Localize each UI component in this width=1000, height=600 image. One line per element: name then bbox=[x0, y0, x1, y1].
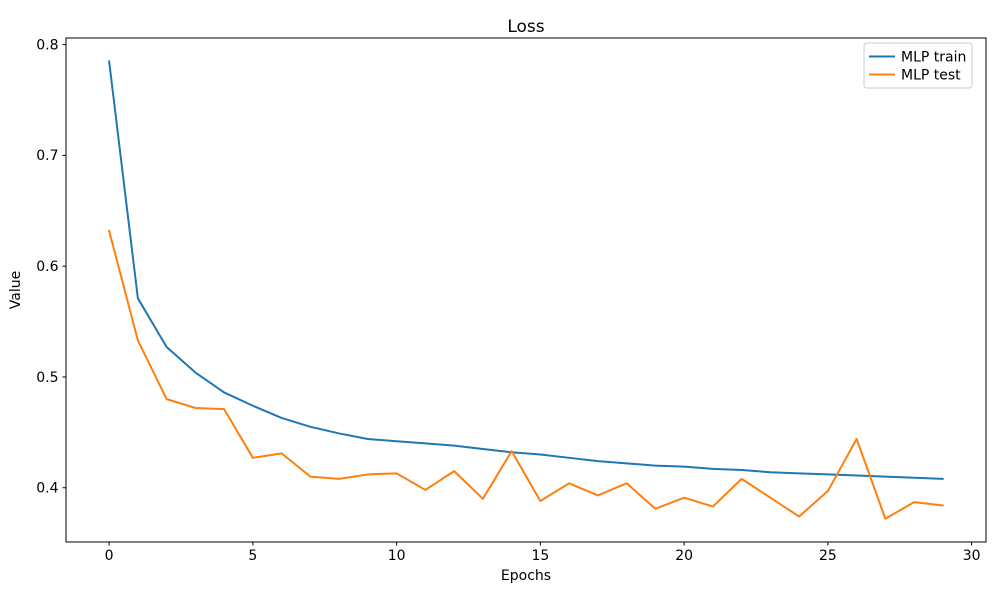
x-tick-label: 30 bbox=[963, 548, 981, 564]
x-tick-label: 5 bbox=[248, 548, 257, 564]
y-tick-label: 0.8 bbox=[36, 37, 58, 53]
chart-title: Loss bbox=[507, 17, 544, 37]
x-tick-label: 15 bbox=[531, 548, 549, 564]
y-tick-label: 0.4 bbox=[36, 481, 58, 497]
x-tick-label: 25 bbox=[819, 548, 837, 564]
x-tick-label: 10 bbox=[388, 548, 406, 564]
series-line-mlp-test bbox=[108, 229, 944, 520]
tick-layer: 0 5 10 15 20 25 30 0.4 0.5 0.6 0.7 0.8 bbox=[36, 37, 980, 564]
series-layer bbox=[108, 60, 944, 520]
legend-label: MLP test bbox=[901, 67, 961, 83]
legend-label: MLP train bbox=[901, 49, 966, 65]
plot-area bbox=[65, 37, 987, 543]
y-tick-label: 0.5 bbox=[36, 370, 58, 386]
x-tick-label: 0 bbox=[105, 548, 114, 564]
series-line-mlp-train bbox=[108, 60, 944, 480]
legend-box bbox=[863, 42, 973, 89]
y-tick-label: 0.7 bbox=[36, 148, 58, 164]
x-axis-label: Epochs bbox=[501, 568, 551, 584]
y-axis-label: Value bbox=[8, 271, 24, 309]
legend: MLP train MLP test bbox=[863, 42, 973, 89]
x-tick-label: 20 bbox=[675, 548, 693, 564]
y-tick-label: 0.6 bbox=[36, 259, 58, 275]
